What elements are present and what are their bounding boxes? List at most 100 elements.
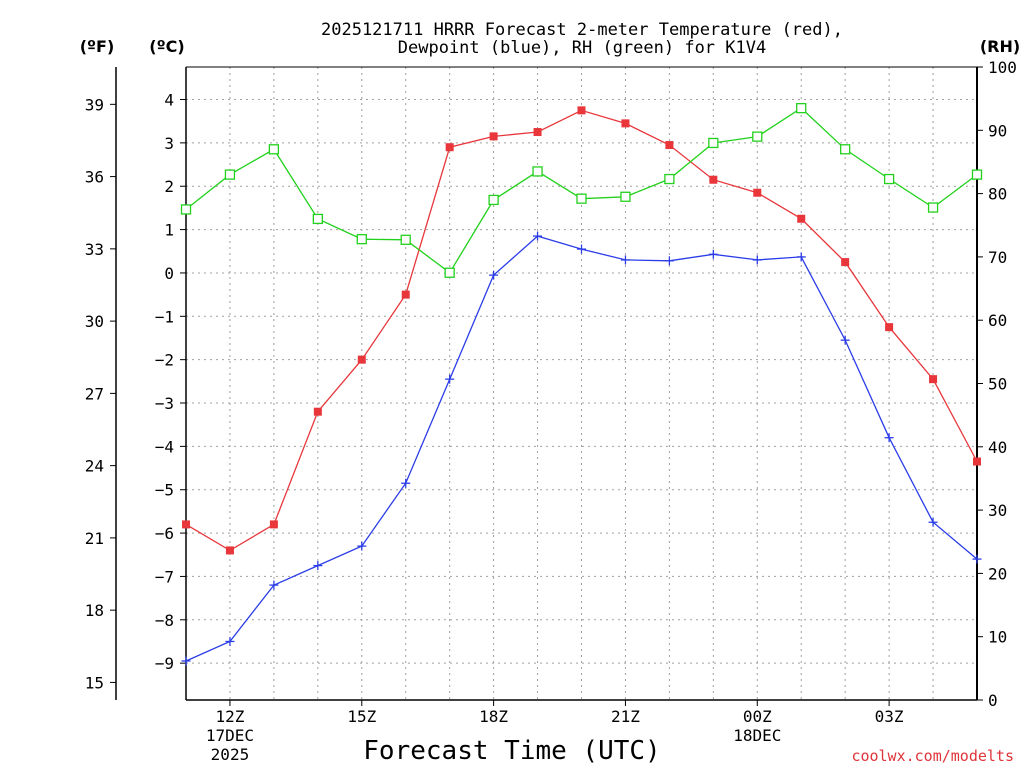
temperature-point xyxy=(445,143,454,152)
dewpoint-point xyxy=(972,554,982,564)
celsius-unit-label: (ºC) xyxy=(149,37,184,56)
dewpoint-point xyxy=(181,656,191,666)
rh-point xyxy=(708,137,719,149)
fahrenheit-tick-label: 27 xyxy=(85,384,104,403)
celsius-tick-label: −1 xyxy=(155,307,174,326)
celsius-tick-label: −4 xyxy=(155,437,174,456)
rh-point xyxy=(444,267,455,278)
x-tick-label: 21Z xyxy=(611,707,640,726)
celsius-tick-label: −6 xyxy=(155,524,174,543)
fahrenheit-unit-label: (ºF) xyxy=(80,37,115,56)
fahrenheit-tick-label: 21 xyxy=(85,529,104,548)
rh-tick-label: 30 xyxy=(988,501,1007,520)
axes xyxy=(110,66,983,706)
rh-point xyxy=(927,202,939,213)
rh-point xyxy=(532,166,543,177)
fahrenheit-tick-label: 39 xyxy=(85,95,104,114)
temperature-point xyxy=(841,258,850,267)
dewpoint-point xyxy=(664,256,674,266)
temperature-point xyxy=(929,375,938,384)
celsius-tick-label: 0 xyxy=(164,264,174,283)
dewpoint-point xyxy=(620,255,630,265)
temperature-point xyxy=(533,128,542,137)
x-tick-year-label: 2025 xyxy=(211,745,250,764)
celsius-tick-label: −9 xyxy=(155,654,174,673)
dewpoint-point xyxy=(401,478,411,488)
dewpoint-point xyxy=(928,517,938,527)
dewpoint-point xyxy=(884,433,894,443)
celsius-tick-label: −5 xyxy=(155,481,174,500)
dewpoint-point xyxy=(357,541,367,551)
x-axis-label: Forecast Time (UTC) xyxy=(363,736,660,766)
dewpoint-point xyxy=(752,255,762,265)
fahrenheit-tick-label: 18 xyxy=(85,601,104,620)
rh-point xyxy=(971,169,983,180)
celsius-tick-label: 3 xyxy=(164,134,174,153)
rh-tick-label: 90 xyxy=(988,121,1007,140)
rh-point xyxy=(664,173,675,185)
chart-title-line1: 2025121711 HRRR Forecast 2-meter Tempera… xyxy=(321,20,843,40)
celsius-tick-label: −3 xyxy=(155,394,174,413)
celsius-tick-label: 4 xyxy=(164,91,174,110)
rh-point xyxy=(620,191,631,202)
rh-tick-label: 0 xyxy=(988,691,998,710)
temperature-point xyxy=(621,119,630,128)
fahrenheit-tick-label: 30 xyxy=(85,312,104,331)
rh-tick-label: 50 xyxy=(988,375,1007,394)
celsius-tick-label: −2 xyxy=(155,351,174,370)
temperature-point xyxy=(182,520,190,529)
rh-point xyxy=(268,144,280,155)
rh-unit-label: (RH) xyxy=(980,37,1020,56)
fahrenheit-tick-label: 24 xyxy=(85,457,104,476)
rh-tick-label: 20 xyxy=(988,564,1007,583)
dewpoint-point xyxy=(269,580,279,590)
rh-point xyxy=(180,204,192,215)
rh-point xyxy=(356,234,367,245)
temperature-point xyxy=(269,520,278,529)
celsius-tick-label: 2 xyxy=(164,177,174,196)
rh-point xyxy=(488,194,499,206)
temperature-point xyxy=(357,355,366,364)
fahrenheit-tick-label: 15 xyxy=(85,673,104,692)
temperature-point xyxy=(885,323,894,332)
rh-tick-label: 40 xyxy=(988,438,1007,457)
rh-point xyxy=(752,131,763,142)
temperature-point xyxy=(797,214,806,223)
dewpoint-point xyxy=(796,252,806,262)
dewpoint-point xyxy=(313,561,323,571)
rh-point xyxy=(883,173,895,185)
rh-point xyxy=(400,234,411,245)
rh-tick-label: 70 xyxy=(988,248,1007,267)
temperature-point xyxy=(577,106,586,115)
rh-point xyxy=(840,144,851,155)
dewpoint-point xyxy=(445,374,455,384)
rh-tick-label: 100 xyxy=(988,58,1017,77)
chart-title-line2: Dewpoint (blue), RH (green) for K1V4 xyxy=(398,38,766,58)
x-tick-label: 03Z xyxy=(875,707,904,726)
rh-point xyxy=(224,169,236,180)
rh-tick-label: 10 xyxy=(988,628,1007,647)
x-tick-label: 18Z xyxy=(479,707,508,726)
x-tick-date-label: 17DEC xyxy=(206,726,254,745)
dewpoint-point xyxy=(708,249,718,259)
x-tick-label: 00Z xyxy=(743,707,772,726)
x-tick-date-label: 18DEC xyxy=(733,726,781,745)
rh-point xyxy=(576,193,587,204)
dewpoint-point xyxy=(533,231,543,241)
temperature-point xyxy=(753,188,762,197)
temperature-point xyxy=(489,132,498,141)
celsius-tick-label: 1 xyxy=(164,221,174,240)
rh-tick-label: 80 xyxy=(988,185,1007,204)
celsius-tick-label: −8 xyxy=(155,611,174,630)
x-tick-label: 12Z xyxy=(215,707,244,726)
temperature-point xyxy=(313,407,322,416)
dewpoint-line xyxy=(185,235,978,662)
temperature-point xyxy=(665,141,674,150)
grid-lines xyxy=(186,67,977,700)
temperature-point xyxy=(709,175,718,184)
rh-point xyxy=(312,213,323,225)
celsius-tick-label: −7 xyxy=(155,567,174,586)
temperature-point xyxy=(973,457,981,466)
dewpoint-point xyxy=(577,244,586,254)
source-credit: coolwx.com/modelts xyxy=(851,747,1014,765)
